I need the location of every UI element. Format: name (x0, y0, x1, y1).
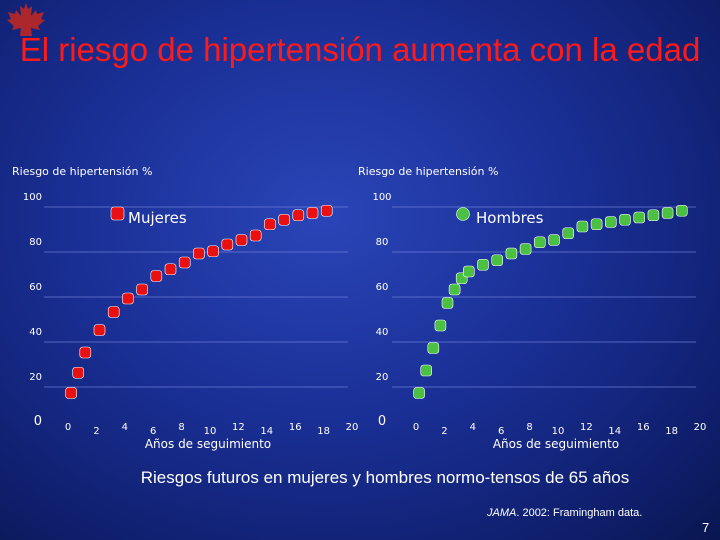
female-x-tick-label: 10 (204, 426, 217, 437)
female-x-tick-label: 16 (289, 422, 302, 433)
male-data-point (604, 216, 617, 228)
female-x-tick-label: 0 (65, 422, 71, 433)
male-data-point (619, 213, 631, 226)
male-plot: 0 20 40 60 80 100 0 2 4 6 8 10 12 14 16 18 20 (372, 192, 706, 437)
female-y-tick-label: 100 (23, 192, 42, 203)
female-data-point (93, 324, 106, 336)
male-x-tick-label: 6 (498, 426, 504, 437)
male-data-point (647, 209, 660, 222)
maple-leaf-icon (7, 3, 45, 36)
source-detail: . 2002: Framingham data. (516, 507, 643, 519)
female-x-tick-label: 18 (317, 426, 330, 437)
female-x-tick-label: 12 (232, 422, 245, 433)
female-x-tick-label: 14 (260, 426, 273, 437)
female-data-point (65, 387, 77, 399)
male-y-tick-label: 80 (376, 237, 389, 248)
female-x-tick-label: 4 (122, 422, 128, 433)
source-journal: JAMA (487, 507, 517, 519)
male-x-tick-label: 8 (526, 422, 532, 433)
female-data-point (178, 256, 191, 269)
female-data-point (207, 245, 219, 258)
male-data-point (548, 234, 560, 246)
male-data-point (462, 265, 475, 278)
male-data-point (420, 364, 433, 377)
female-y-tick-label: 0 (34, 414, 42, 429)
female-data-point (221, 238, 234, 251)
female-data-point (278, 213, 290, 226)
female-data-point (72, 366, 84, 379)
female-y-tick-label: 80 (29, 237, 42, 248)
male-x-tick-label: 0 (413, 422, 419, 433)
female-y-axis-label: Riesgo de hipertensión % (12, 165, 152, 178)
male-data-point (519, 243, 532, 255)
male-y-axis-label: Riesgo de hipertensión % (358, 165, 498, 178)
female-plot: 0 20 40 60 80 100 0 2 4 6 8 10 12 14 16 18 20 (23, 192, 358, 437)
female-x-tick-label: 8 (178, 422, 184, 433)
male-x-tick-label: 20 (694, 422, 707, 433)
female-legend-marker (110, 206, 125, 221)
male-legend-label: Hombres (476, 209, 544, 227)
female-data-point (292, 209, 305, 222)
male-y-tick-label: 60 (376, 282, 389, 293)
slide-footer: Riesgos futuros en mujeres y hombres nor… (140, 468, 630, 487)
female-x-axis-label: Años de seguimiento (145, 437, 271, 451)
male-legend-marker (456, 207, 470, 221)
male-data-point (661, 207, 674, 219)
female-data-point (306, 207, 319, 219)
male-x-tick-label: 14 (608, 426, 621, 437)
male-data-point (448, 283, 461, 296)
male-y-tick-label: 40 (376, 327, 389, 338)
female-data-point (150, 270, 163, 282)
page-number: 7 (702, 520, 710, 535)
male-data-point (562, 227, 575, 240)
male-data-point (427, 342, 440, 354)
female-data-point (249, 229, 262, 242)
female-y-tick-label: 40 (29, 327, 42, 338)
male-data-point (413, 387, 425, 399)
male-x-tick-label: 4 (470, 422, 476, 433)
female-data-point (235, 234, 248, 246)
male-x-tick-label: 18 (665, 426, 678, 437)
male-data-point (441, 297, 454, 309)
male-x-tick-label: 10 (552, 426, 565, 437)
male-data-point (505, 247, 518, 260)
male-y-tick-label: 100 (372, 192, 391, 203)
female-data-point (320, 204, 333, 217)
male-x-tick-label: 2 (441, 426, 447, 437)
female-data-point (136, 283, 148, 296)
male-data-point (533, 236, 546, 249)
female-x-tick-label: 20 (346, 422, 359, 433)
female-data-point (264, 218, 276, 231)
male-data-point (477, 258, 489, 271)
female-data-point (107, 306, 120, 318)
male-data-point (491, 254, 504, 267)
male-y-tick-label: 20 (376, 372, 389, 383)
male-data-point (590, 218, 603, 231)
female-data-point (79, 346, 92, 359)
male-data-point (434, 319, 447, 332)
female-y-tick-label: 60 (29, 282, 42, 293)
source-citation: JAMA. 2002: Framingham data. (487, 507, 642, 519)
male-data-point (576, 220, 589, 233)
male-x-tick-label: 12 (580, 422, 593, 433)
male-x-axis-label: Años de seguimiento (493, 437, 619, 451)
male-data-point (633, 211, 646, 224)
female-x-tick-label: 6 (150, 426, 156, 437)
male-data-point (675, 204, 688, 217)
female-y-tick-label: 20 (29, 372, 42, 383)
female-legend-label: Mujeres (128, 209, 187, 227)
female-x-tick-label: 2 (93, 426, 99, 437)
female-data-point (122, 292, 134, 305)
male-x-tick-label: 16 (637, 422, 650, 433)
female-data-point (164, 263, 177, 276)
female-data-point (193, 247, 205, 260)
slide-title: El riesgo de hipertensión aumenta con la… (19, 31, 701, 68)
male-y-tick-label: 0 (378, 414, 386, 429)
